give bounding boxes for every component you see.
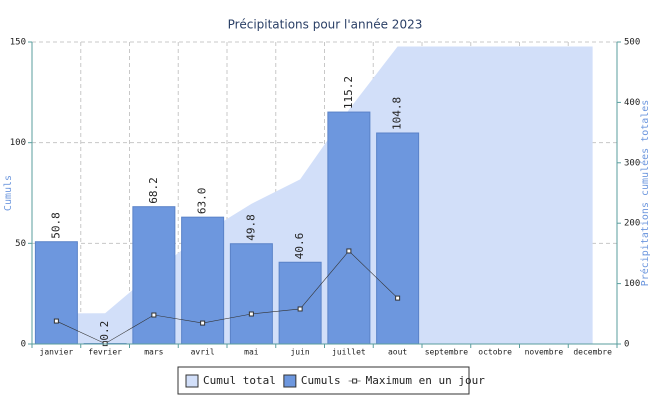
- x-tick-label: decembre: [573, 348, 612, 357]
- legend-label: Maximum en un jour: [366, 374, 486, 387]
- marker: [346, 248, 352, 254]
- value-label: 0.2: [98, 321, 111, 341]
- chart-title: Précipitations pour l'année 2023: [228, 18, 423, 32]
- bar: [34, 241, 78, 345]
- x-tick-label: octobre: [478, 348, 512, 357]
- marker: [200, 320, 206, 326]
- legend-label: Cumul total: [203, 374, 276, 387]
- y-axis-label: Cumuls: [3, 175, 14, 211]
- y-tick-label: 150: [10, 38, 26, 48]
- marker: [297, 306, 303, 312]
- value-label: 50.8: [49, 212, 62, 239]
- y2-tick-label: 300: [624, 158, 640, 168]
- y-tick-label: 0: [21, 340, 26, 350]
- marker: [151, 312, 157, 318]
- bar: [229, 243, 273, 345]
- value-label: 49.8: [244, 214, 257, 241]
- legend-swatch: [185, 374, 199, 388]
- x-tick-label: avril: [191, 348, 215, 357]
- y2-tick-label: 400: [624, 98, 640, 108]
- bar: [376, 132, 420, 345]
- y2-axis-label: Précipitations cumulées totales: [639, 100, 650, 287]
- legend-swatch: [352, 378, 358, 384]
- x-tick-label: mai: [244, 348, 259, 357]
- y2-tick-label: 100: [624, 279, 640, 289]
- value-label: 115.2: [342, 76, 355, 109]
- marker: [395, 295, 401, 301]
- x-tick-label: juillet: [332, 348, 366, 357]
- marker: [53, 318, 59, 324]
- x-tick-label: janvier: [40, 348, 74, 357]
- legend-label: Cumuls: [301, 374, 341, 387]
- value-label: 40.6: [293, 233, 306, 260]
- y-tick-label: 100: [10, 138, 26, 148]
- value-label: 104.8: [391, 97, 404, 130]
- x-tick-label: aout: [388, 348, 407, 357]
- marker: [248, 311, 254, 317]
- y-tick-label: 50: [15, 239, 26, 249]
- x-tick-label: septembre: [425, 348, 469, 357]
- y2-tick-label: 200: [624, 219, 640, 229]
- y2-tick-label: 500: [624, 38, 640, 48]
- value-label: 68.2: [147, 177, 160, 204]
- y2-tick-label: 0: [624, 340, 629, 350]
- x-tick-label: fevrier: [88, 348, 122, 357]
- bar: [327, 111, 371, 345]
- value-label: 63.0: [196, 188, 209, 215]
- legend-swatch: [283, 374, 297, 388]
- line: [56, 250, 398, 344]
- x-tick-label: mars: [144, 348, 163, 357]
- bar: [278, 261, 322, 345]
- x-tick-label: juin: [290, 348, 309, 357]
- x-tick-label: novembre: [525, 348, 564, 357]
- legend-box: [177, 366, 470, 395]
